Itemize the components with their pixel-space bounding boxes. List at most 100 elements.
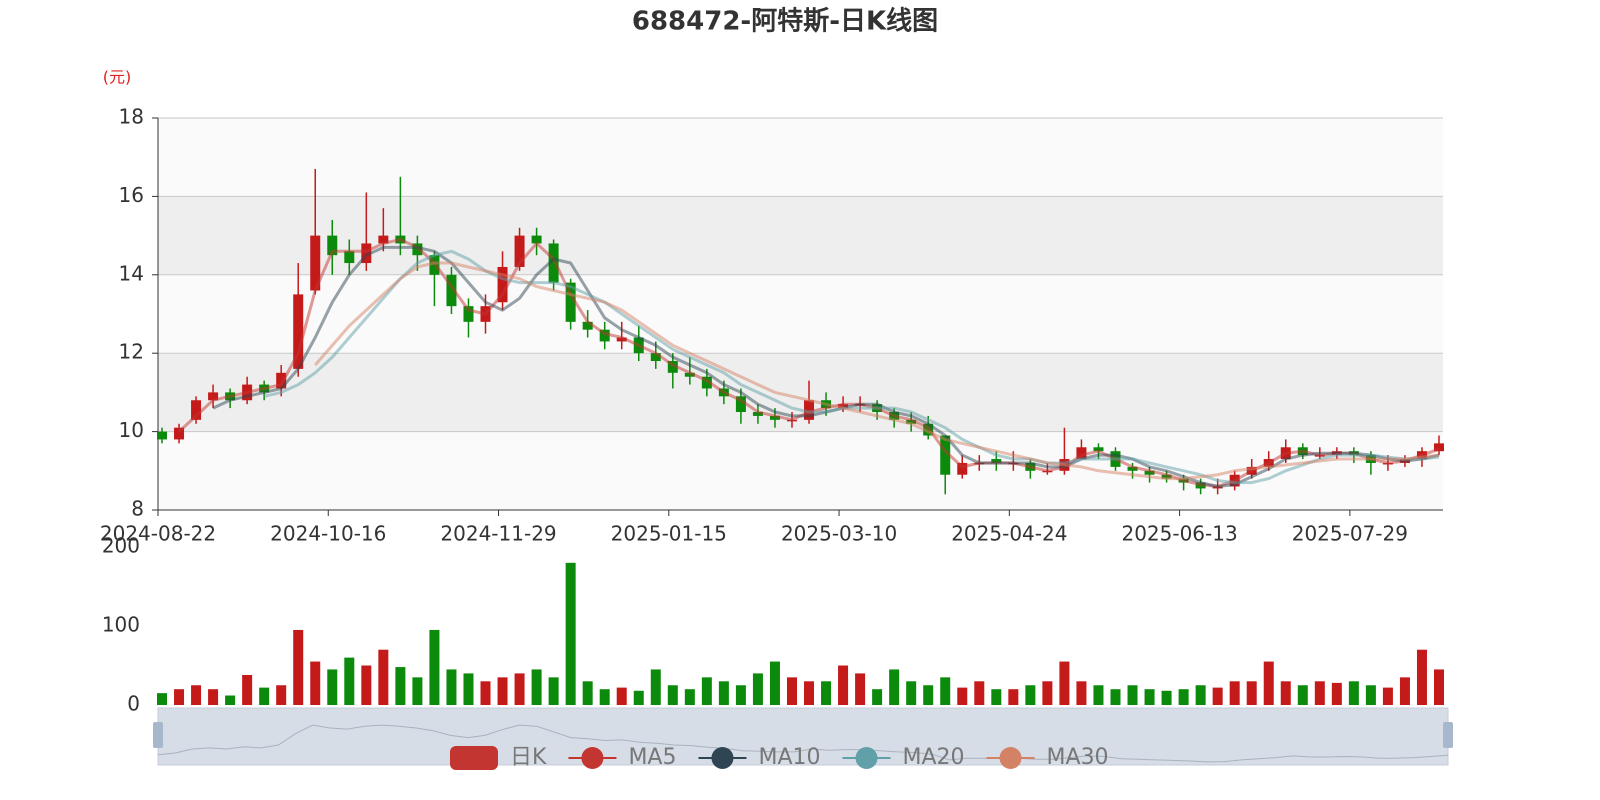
candle-body xyxy=(174,427,185,440)
legend-icon xyxy=(711,747,734,769)
volume-bar xyxy=(906,681,917,705)
volume-bar xyxy=(991,689,1002,705)
split-area xyxy=(158,118,1443,197)
candle-body xyxy=(752,412,763,416)
volume-bar xyxy=(548,677,559,705)
volume-bar xyxy=(701,677,712,705)
candle-body xyxy=(1161,474,1172,479)
volume-bar xyxy=(1263,661,1274,705)
volume-bar xyxy=(463,673,474,705)
volume-bar xyxy=(1365,685,1376,705)
legend-label[interactable]: MA10 xyxy=(758,745,820,770)
volume-bar xyxy=(957,687,968,705)
candle-body xyxy=(565,282,576,322)
candle-body xyxy=(735,396,746,412)
legend-label[interactable]: 日K xyxy=(510,745,547,770)
zoom-handle[interactable] xyxy=(153,722,163,748)
legend-label[interactable]: MA20 xyxy=(903,745,965,770)
ma-line xyxy=(263,249,1440,485)
volume-tick-label: 100 xyxy=(102,613,140,637)
volume-bar xyxy=(1008,689,1019,705)
candle-body xyxy=(548,243,559,283)
volume-bar xyxy=(378,649,389,705)
volume-bar xyxy=(395,667,406,705)
volume-bar xyxy=(889,669,900,705)
volume-bar xyxy=(1331,682,1342,705)
legend-icon xyxy=(450,746,498,770)
volume-bar xyxy=(1314,681,1325,705)
candle-body xyxy=(616,337,627,342)
volume-bar xyxy=(821,681,832,705)
candle-body xyxy=(208,392,219,401)
volume-bar xyxy=(582,681,593,705)
legend-label[interactable]: MA30 xyxy=(1047,745,1109,770)
volume-bar xyxy=(940,677,951,705)
volume-bar xyxy=(616,687,627,705)
candle-body xyxy=(650,353,661,362)
candle-body xyxy=(804,400,815,420)
candle-body xyxy=(838,404,849,409)
volume-bar xyxy=(974,681,985,705)
legend-icon xyxy=(855,747,878,769)
x-tick-label: 2025-03-10 xyxy=(781,522,897,546)
candle-body xyxy=(769,415,780,420)
x-tick-label: 2025-01-15 xyxy=(611,522,727,546)
candle-body xyxy=(378,235,389,244)
x-tick-label: 2024-11-29 xyxy=(440,522,556,546)
candle-body xyxy=(1093,447,1104,452)
candle-body xyxy=(940,435,951,475)
volume-bar xyxy=(667,685,678,705)
volume-bar xyxy=(650,669,661,705)
y-tick-label: 8 xyxy=(131,497,144,521)
volume-bar xyxy=(446,669,457,705)
volume-bar xyxy=(804,681,815,705)
candle-body xyxy=(1127,466,1138,471)
volume-bar xyxy=(480,681,491,705)
volume-bar xyxy=(361,665,372,705)
candle-body xyxy=(310,235,321,291)
zoom-handle[interactable] xyxy=(1443,722,1453,748)
volume-bar xyxy=(872,689,883,705)
volume-bar xyxy=(1093,685,1104,705)
legend: 日K MA5 MA10 MA20 MA30 xyxy=(450,745,1109,770)
split-area xyxy=(158,353,1443,432)
zoom-preview-line xyxy=(157,724,1449,763)
volume-bar xyxy=(565,562,576,705)
candle-body xyxy=(463,306,474,322)
volume-bar xyxy=(259,687,270,705)
volume-bar xyxy=(310,661,321,705)
volume-bar xyxy=(923,685,934,705)
split-area xyxy=(158,274,1443,354)
volume-bar xyxy=(752,673,763,705)
volume-bar xyxy=(225,695,236,705)
y-tick-label: 10 xyxy=(119,418,144,442)
volume-bar xyxy=(1297,685,1308,705)
y-tick-label: 18 xyxy=(119,105,144,129)
ma-line xyxy=(314,261,1440,481)
legend-icon xyxy=(581,747,604,769)
legend-label[interactable]: MA5 xyxy=(628,745,676,770)
x-tick-label: 2025-06-13 xyxy=(1121,522,1237,546)
volume-bar xyxy=(412,677,423,705)
volume-bar xyxy=(1025,685,1036,705)
x-tick-label: 2025-04-24 xyxy=(951,522,1067,546)
volume-bar xyxy=(1348,681,1359,705)
candle-body xyxy=(157,431,167,440)
volume-bar xyxy=(1144,689,1155,705)
volume-bar xyxy=(1110,689,1121,705)
candle-body xyxy=(906,419,917,424)
volume-bar xyxy=(276,685,287,705)
volume-bar xyxy=(157,693,167,705)
candle-body xyxy=(327,235,338,256)
candle-body xyxy=(514,235,525,267)
candle-body xyxy=(276,372,287,389)
volume-bar xyxy=(344,657,355,705)
volume-bar xyxy=(1399,677,1410,705)
volume-bar xyxy=(855,673,866,705)
volume-bar xyxy=(1127,685,1138,705)
y-tick-label: 12 xyxy=(119,340,144,364)
volume-bar xyxy=(1076,681,1087,705)
volume-bar xyxy=(327,669,338,705)
